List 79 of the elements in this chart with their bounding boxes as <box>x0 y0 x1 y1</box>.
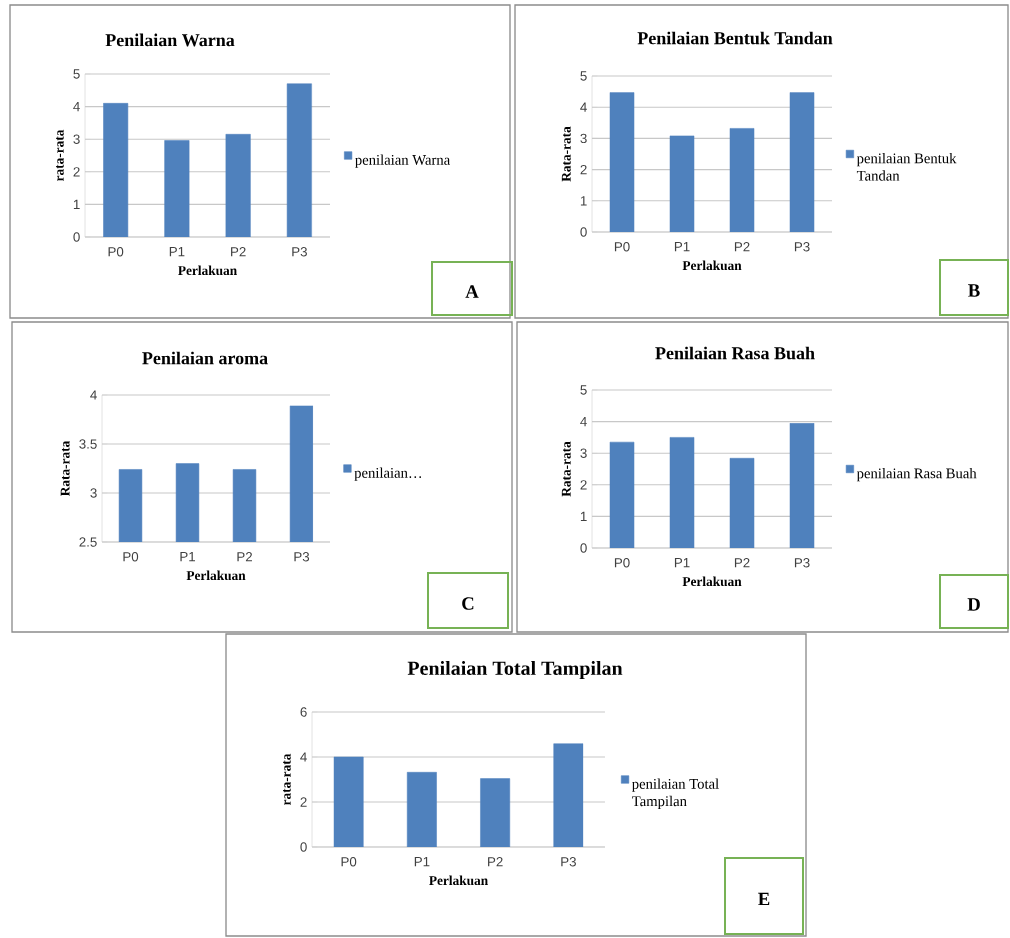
y-tick-label: 0 <box>580 227 587 237</box>
bar <box>729 457 755 548</box>
y-tick-label: 1 <box>73 199 80 209</box>
y-axis-title: Rata-rata <box>561 126 571 182</box>
x-tick-label: P2 <box>488 857 503 867</box>
y-tick-label: 5 <box>580 385 587 395</box>
x-tick-label: P2 <box>237 552 252 562</box>
x-axis-title: Perlakuan <box>682 260 742 271</box>
chart-title: Penilaian aroma <box>142 351 268 365</box>
y-tick-label: 5 <box>73 69 80 79</box>
x-tick-label: P1 <box>674 558 690 568</box>
y-axis-title: Rata-rata <box>561 441 571 497</box>
x-tick-label: P3 <box>561 857 576 867</box>
legend-label: penilaian… <box>354 467 422 481</box>
x-tick-label: P0 <box>614 242 630 252</box>
y-tick-label: 4 <box>580 417 587 427</box>
y-tick-label: 4 <box>300 752 307 762</box>
y-axis-title: rata-rata <box>56 129 64 182</box>
y-tick-label: 6 <box>300 707 307 717</box>
y-tick-label: 4 <box>73 102 80 112</box>
x-axis-title: Perlakuan <box>186 570 246 581</box>
y-tick-label: 2 <box>73 167 80 177</box>
x-tick-label: P3 <box>294 552 310 562</box>
x-tick-label: P1 <box>180 552 196 562</box>
x-tick-label: P3 <box>292 247 307 257</box>
x-tick-label: P2 <box>734 242 750 252</box>
chart-title: Penilaian Warna <box>105 33 235 47</box>
x-axis-title: Perlakuan <box>178 265 237 276</box>
legend-label: penilaian Warna <box>355 154 450 168</box>
legend-label: penilaian Bentuk Tandan <box>856 153 957 181</box>
y-axis-title: Rata-rata <box>60 440 70 497</box>
bar <box>609 441 635 548</box>
x-tick-label: P0 <box>341 857 357 867</box>
x-tick-label: P0 <box>108 247 124 257</box>
legend-label: penilaian Total Tampilan <box>632 778 719 810</box>
y-tick-label: 0 <box>580 543 587 553</box>
y-tick-label: 2 <box>580 480 587 490</box>
x-tick-label: P0 <box>123 552 139 562</box>
x-axis-title: Perlakuan <box>429 875 488 886</box>
y-axis-title: rata-rata <box>283 753 291 806</box>
text: A <box>465 285 479 298</box>
y-tick-label: 3 <box>580 133 587 144</box>
text: E <box>758 892 770 906</box>
text: B <box>968 284 980 297</box>
bar <box>480 778 511 847</box>
y-tick-label: 2 <box>300 797 307 807</box>
chart-title: Penilaian Bentuk Tandan <box>637 31 833 45</box>
chart-title: Penilaian Total Tampilan <box>407 660 623 680</box>
x-tick-label: P2 <box>734 558 750 568</box>
y-tick-label: 3 <box>73 134 80 144</box>
y-tick-label: 3.5 <box>79 439 97 449</box>
bar <box>406 772 437 847</box>
y-tick-label: 3 <box>580 448 587 458</box>
x-tick-label: P1 <box>169 247 185 257</box>
y-tick-label: 4 <box>580 102 587 112</box>
x-tick-label: P1 <box>674 242 690 252</box>
y-tick-label: 1 <box>580 511 587 521</box>
text: D <box>967 598 980 611</box>
x-tick-label: P1 <box>414 857 430 867</box>
bar <box>669 437 695 548</box>
y-tick-label: 1 <box>580 196 587 206</box>
x-tick-label: P3 <box>794 558 810 568</box>
bar <box>333 756 364 847</box>
x-axis-title: Perlakuan <box>682 576 742 587</box>
y-tick-label: 0 <box>73 232 80 242</box>
x-tick-label: P2 <box>231 247 246 257</box>
y-tick-label: 4 <box>90 390 97 400</box>
bar <box>789 422 815 548</box>
y-tick-label: 2 <box>580 164 587 175</box>
chart-title: Penilaian Rasa Buah <box>655 346 815 360</box>
x-tick-label: P0 <box>614 558 630 568</box>
y-tick-label: 5 <box>580 71 587 81</box>
legend-label: penilaian Rasa Buah <box>856 468 977 482</box>
y-tick-label: 3 <box>90 488 97 498</box>
bar <box>553 743 584 847</box>
text: C <box>462 597 474 610</box>
x-tick-label: P3 <box>794 242 810 252</box>
y-tick-label: 0 <box>300 842 307 852</box>
y-tick-label: 2.5 <box>79 537 97 547</box>
